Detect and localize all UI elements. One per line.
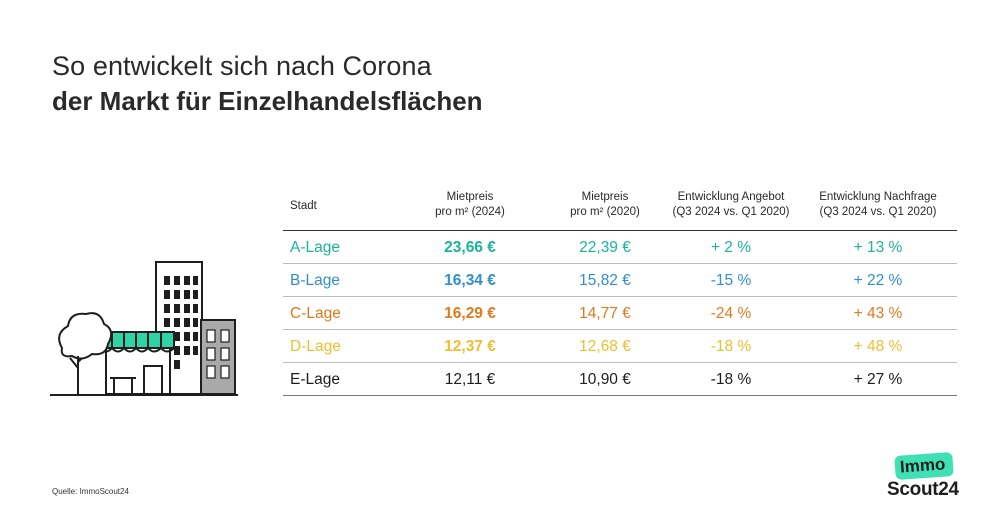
cell-price-2024: 12,11 €	[444, 371, 496, 388]
cell-supply: -24 %	[710, 305, 752, 322]
logo-text-scout: Scout24	[887, 479, 959, 500]
title-line-1: So entwickelt sich nach Corona	[52, 51, 432, 81]
cell-supply: -18 %	[710, 371, 752, 388]
cell-supply: -18 %	[710, 338, 752, 355]
cell-city: C-Lage	[290, 305, 341, 322]
cell-demand: + 27 %	[853, 371, 903, 388]
table-header: Stadt Mietpreis pro m² (2024) Mietpreis …	[283, 188, 957, 231]
cell-city: B-Lage	[290, 272, 340, 289]
title-line-2: der Markt für Einzelhandelsflächen	[52, 86, 483, 116]
table-row: C-Lage 16,29 € 14,77 € -24 % + 43 %	[283, 297, 957, 330]
source-note: Quelle: ImmoScout24	[52, 487, 129, 496]
cell-city: E-Lage	[290, 371, 340, 388]
cell-supply: + 2 %	[710, 239, 752, 256]
cell-price-2020: 10,90 €	[579, 371, 631, 388]
cell-price-2020: 15,82 €	[579, 272, 631, 289]
table-row: E-Lage 12,11 € 10,90 € -18 % + 27 %	[283, 363, 957, 396]
shop-icon	[99, 331, 175, 395]
cell-demand: + 22 %	[853, 272, 903, 289]
cell-price-2024: 16,29 €	[444, 305, 496, 322]
cell-demand: + 43 %	[853, 305, 903, 322]
cell-supply: -15 %	[710, 272, 752, 289]
cell-price-2020: 12,68 €	[579, 338, 631, 355]
table-row: A-Lage 23,66 € 22,39 € + 2 % + 13 %	[283, 231, 957, 264]
cell-city: D-Lage	[290, 338, 341, 355]
cell-price-2024: 12,37 €	[444, 338, 496, 355]
cell-price-2020: 22,39 €	[579, 239, 631, 256]
city-illustration	[50, 261, 238, 396]
table-row: D-Lage 12,37 € 12,68 € -18 % + 48 %	[283, 330, 957, 363]
logo-text-immo: Immo	[899, 454, 946, 477]
office-building-icon	[200, 319, 236, 395]
header-price-2024: Mietpreis pro m² (2024)	[435, 191, 505, 218]
retail-market-table: Stadt Mietpreis pro m² (2024) Mietpreis …	[283, 188, 957, 396]
header-price-2020: Mietpreis pro m² (2020)	[570, 191, 640, 218]
header-city: Stadt	[290, 200, 317, 212]
cell-city: A-Lage	[290, 239, 340, 256]
cell-price-2020: 14,77 €	[579, 305, 631, 322]
header-supply: Entwicklung Angebot (Q3 2024 vs. Q1 2020…	[672, 191, 790, 218]
cell-price-2024: 16,34 €	[444, 272, 496, 289]
cell-price-2024: 23,66 €	[444, 239, 496, 256]
tree-icon	[58, 312, 113, 394]
header-demand: Entwicklung Nachfrage (Q3 2024 vs. Q1 20…	[819, 191, 937, 218]
cell-demand: + 48 %	[853, 338, 903, 355]
immoscout24-logo[interactable]: Immo Scout24	[886, 451, 960, 503]
table-row: B-Lage 16,34 € 15,82 € -15 % + 22 %	[283, 264, 957, 297]
cell-demand: + 13 %	[853, 239, 903, 256]
